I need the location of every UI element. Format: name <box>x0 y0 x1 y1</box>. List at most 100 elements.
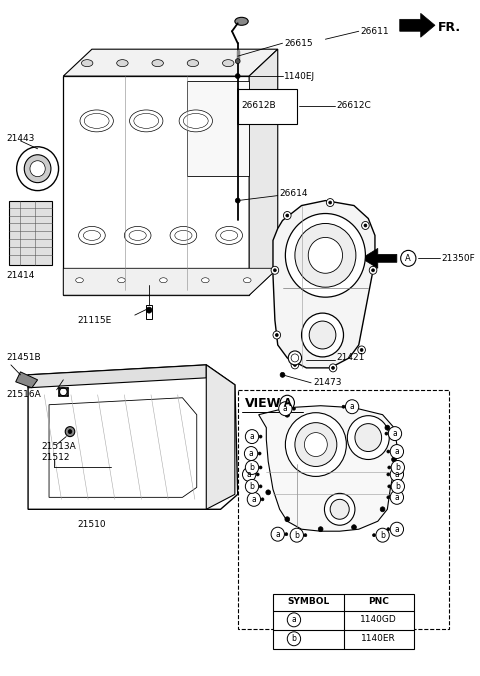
Text: b: b <box>250 482 254 491</box>
Polygon shape <box>400 14 435 37</box>
Ellipse shape <box>170 226 197 245</box>
Circle shape <box>390 445 404 458</box>
Ellipse shape <box>79 226 105 245</box>
Circle shape <box>387 528 390 531</box>
Ellipse shape <box>216 226 242 245</box>
Circle shape <box>308 237 343 273</box>
Circle shape <box>291 354 299 362</box>
Polygon shape <box>63 49 278 76</box>
Text: 21421: 21421 <box>337 354 365 362</box>
Text: a: a <box>291 615 296 625</box>
Circle shape <box>388 427 402 441</box>
Text: 21115E: 21115E <box>78 316 112 324</box>
Circle shape <box>259 466 262 469</box>
Circle shape <box>235 74 240 78</box>
Bar <box>146 305 152 319</box>
Ellipse shape <box>159 278 167 283</box>
Circle shape <box>284 212 291 220</box>
Circle shape <box>235 198 240 203</box>
Circle shape <box>391 479 405 493</box>
Circle shape <box>390 523 404 536</box>
Circle shape <box>390 468 404 481</box>
Circle shape <box>245 460 259 475</box>
Circle shape <box>244 447 258 460</box>
Text: 1140EJ: 1140EJ <box>285 72 315 80</box>
Text: 26611: 26611 <box>360 27 389 36</box>
Text: 21510: 21510 <box>78 520 106 529</box>
Circle shape <box>361 222 369 229</box>
Circle shape <box>352 525 356 530</box>
Circle shape <box>293 364 296 366</box>
Polygon shape <box>361 248 397 268</box>
Bar <box>273 594 414 649</box>
Circle shape <box>242 468 256 481</box>
Circle shape <box>259 435 262 438</box>
Circle shape <box>245 430 259 443</box>
Text: 21473: 21473 <box>313 379 341 387</box>
Circle shape <box>385 432 388 435</box>
Text: a: a <box>395 525 399 534</box>
Circle shape <box>65 427 75 437</box>
Circle shape <box>285 412 289 417</box>
Circle shape <box>245 479 259 493</box>
Ellipse shape <box>117 59 128 67</box>
Polygon shape <box>28 365 206 388</box>
Ellipse shape <box>124 226 151 245</box>
Circle shape <box>295 422 337 466</box>
Polygon shape <box>28 365 238 509</box>
Circle shape <box>286 214 365 297</box>
Circle shape <box>261 498 264 501</box>
Polygon shape <box>49 397 197 498</box>
Text: a: a <box>350 402 354 411</box>
Circle shape <box>30 161 45 176</box>
Bar <box>238 89 297 124</box>
Circle shape <box>271 266 279 274</box>
Circle shape <box>391 460 405 475</box>
Ellipse shape <box>134 114 158 128</box>
Circle shape <box>392 457 396 462</box>
Text: 26612B: 26612B <box>241 101 276 110</box>
Polygon shape <box>259 406 397 531</box>
Circle shape <box>295 224 356 287</box>
Circle shape <box>259 485 262 488</box>
Circle shape <box>304 433 327 456</box>
Text: 21513A: 21513A <box>41 442 76 451</box>
Ellipse shape <box>76 278 84 283</box>
Ellipse shape <box>118 278 125 283</box>
Circle shape <box>60 389 66 395</box>
Circle shape <box>286 412 347 477</box>
Circle shape <box>358 346 365 354</box>
Text: b: b <box>396 463 400 472</box>
Ellipse shape <box>221 231 238 241</box>
Circle shape <box>387 450 390 453</box>
Text: a: a <box>252 495 256 504</box>
Circle shape <box>318 527 323 532</box>
Polygon shape <box>16 372 37 388</box>
Polygon shape <box>63 76 249 295</box>
Circle shape <box>235 59 240 64</box>
Ellipse shape <box>222 59 234 67</box>
Text: a: a <box>283 404 288 413</box>
Ellipse shape <box>80 110 113 132</box>
Circle shape <box>146 307 152 313</box>
Circle shape <box>346 400 359 414</box>
Circle shape <box>329 364 337 372</box>
Circle shape <box>372 533 375 537</box>
Circle shape <box>329 201 332 204</box>
Circle shape <box>279 402 292 416</box>
Circle shape <box>372 269 374 272</box>
Text: a: a <box>247 470 252 479</box>
Text: b: b <box>250 463 254 472</box>
Circle shape <box>301 313 344 357</box>
Text: b: b <box>294 531 299 539</box>
Circle shape <box>385 425 390 430</box>
Ellipse shape <box>175 231 192 241</box>
Text: 26615: 26615 <box>285 39 313 48</box>
Text: a: a <box>395 493 399 502</box>
Circle shape <box>332 366 335 369</box>
Text: a: a <box>276 530 280 539</box>
Circle shape <box>256 473 259 476</box>
Circle shape <box>68 430 72 433</box>
Circle shape <box>285 516 289 522</box>
Text: PNC: PNC <box>368 598 389 606</box>
